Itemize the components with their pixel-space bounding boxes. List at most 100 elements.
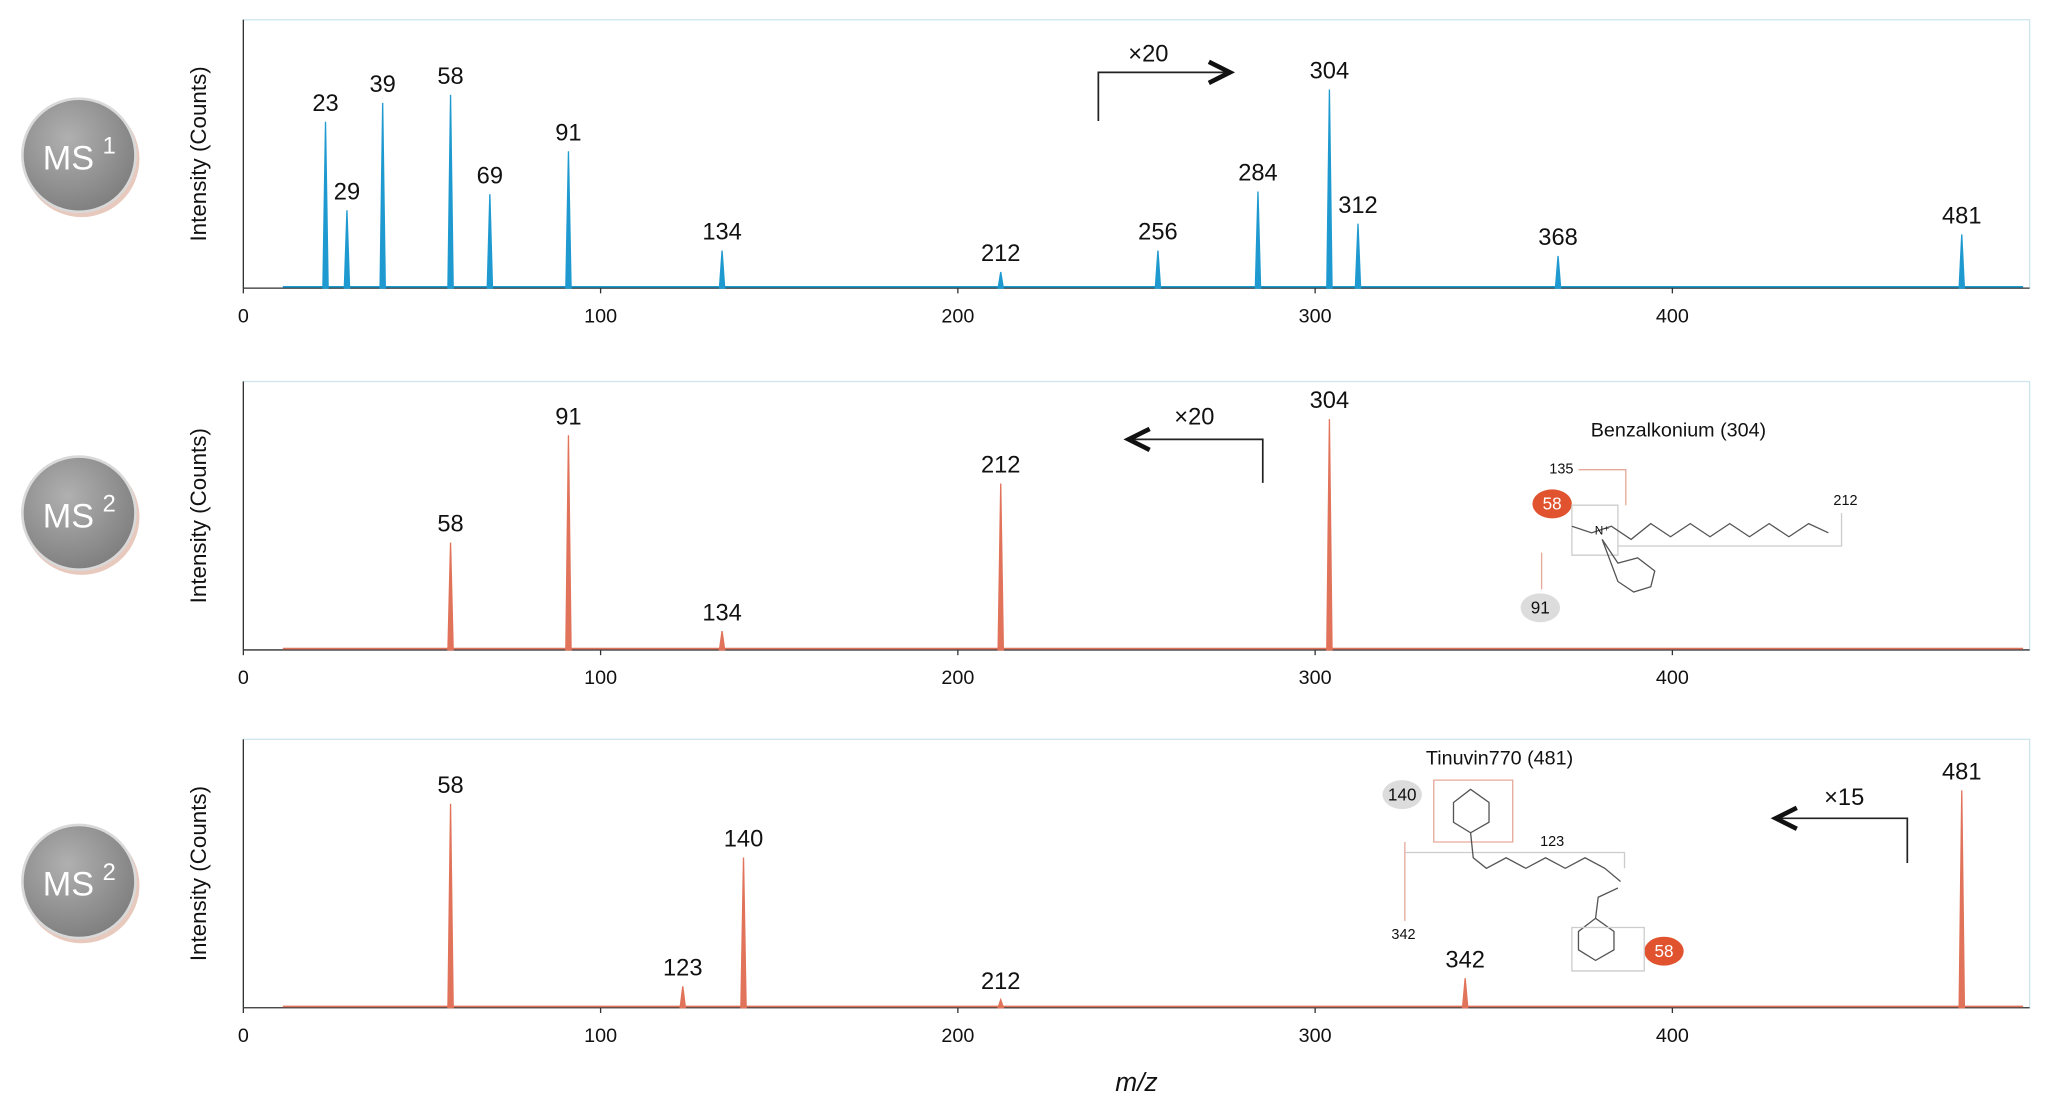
y-axis-label: Intensity (Counts) (186, 786, 211, 961)
multiplier-label: ×20 (1174, 405, 1214, 431)
peak-label: 368 (1538, 225, 1577, 251)
fragment-label: 123 (1540, 834, 1564, 850)
peak-label: 304 (1310, 388, 1349, 414)
fragment-badge (1532, 489, 1572, 519)
peak-label: 91 (555, 120, 581, 146)
badge-sup: 2 (103, 860, 116, 886)
fragment-badge (1644, 936, 1684, 966)
peak (1958, 234, 1966, 289)
peak (718, 631, 726, 651)
x-tick-label: 100 (584, 305, 617, 327)
peak-label: 256 (1138, 220, 1177, 246)
fragment-label: 342 (1391, 927, 1415, 943)
y-axis-label: Intensity (Counts) (186, 66, 211, 241)
badge-text: MS (43, 866, 94, 904)
peak-label: 284 (1238, 161, 1277, 187)
fragment-badge (1382, 780, 1422, 810)
peak-label: 212 (981, 241, 1020, 267)
x-tick-label: 100 (584, 667, 617, 689)
x-tick-label: 400 (1656, 1025, 1689, 1047)
peak (997, 997, 1005, 1009)
badge-text: MS (43, 140, 94, 178)
fragment-label: 58 (1654, 942, 1673, 961)
peak-label: 304 (1310, 59, 1349, 85)
peak (1326, 89, 1333, 289)
structure-line (1601, 539, 1656, 593)
peak (486, 194, 494, 289)
peak (343, 210, 351, 289)
badge-sup: 2 (103, 491, 116, 517)
peak-label: 58 (437, 64, 463, 90)
peak-label: 140 (724, 827, 763, 853)
peak-label: 123 (663, 955, 702, 981)
peak (322, 121, 329, 289)
x-tick-label: 200 (941, 667, 974, 689)
peak-label: 29 (334, 179, 360, 205)
structure-line (1571, 504, 1619, 556)
peak (718, 250, 726, 289)
peak (379, 102, 386, 289)
peak-label: 212 (981, 969, 1020, 995)
peak (1958, 790, 1966, 1009)
fragment-label: 135 (1549, 461, 1573, 477)
peak-label: 342 (1445, 947, 1484, 973)
peak-label: 58 (437, 773, 463, 799)
peak-label: 58 (437, 512, 463, 538)
peak-label: 481 (1942, 760, 1981, 786)
fragment-label: 91 (1531, 599, 1550, 618)
structure-line (1577, 917, 1615, 962)
structure-line (1594, 887, 1619, 919)
fragment-label: 58 (1543, 495, 1562, 514)
badge (21, 455, 137, 571)
multiplier-arrow (1775, 817, 1909, 864)
peak-label: 481 (1942, 204, 1981, 230)
structure-line (1404, 851, 1626, 869)
multiplier-label: ×20 (1128, 42, 1168, 68)
peak (447, 94, 454, 289)
fragment-badge (1520, 593, 1561, 623)
plot-frame (242, 738, 2031, 1009)
multiplier-arrow (1128, 438, 1264, 483)
fragment-label: 212 (1833, 493, 1857, 509)
peak-label: 134 (702, 600, 741, 626)
multiplier-arrow (1097, 71, 1230, 122)
x-tick-label: 0 (238, 1025, 249, 1047)
x-tick-label: 400 (1656, 667, 1689, 689)
x-tick-label: 300 (1299, 1025, 1332, 1047)
x-tick-label: 200 (941, 1025, 974, 1047)
arrow-head (1770, 805, 1798, 831)
peak (1326, 419, 1333, 651)
x-tick-label: 100 (584, 1025, 617, 1047)
x-tick-label: 0 (238, 667, 249, 689)
multiplier-label: ×15 (1824, 785, 1864, 811)
structure-name: Benzalkonium (304) (1591, 420, 1766, 442)
peak (1254, 191, 1262, 289)
x-tick-label: 200 (941, 305, 974, 327)
badge-sup: 1 (103, 134, 116, 160)
structure-line (1433, 779, 1514, 843)
structure-line (1469, 832, 1621, 882)
x-tick-label: 300 (1299, 667, 1332, 689)
peak (565, 435, 572, 651)
y-axis-label: Intensity (Counts) (186, 428, 211, 603)
x-tick-label: 0 (238, 305, 249, 327)
peak (1461, 978, 1469, 1009)
peak (447, 803, 454, 1009)
peak (1354, 223, 1362, 289)
peak (679, 986, 687, 1009)
structure-line (1578, 469, 1627, 506)
arrow-head (1207, 59, 1236, 85)
peak (997, 271, 1005, 289)
x-axis-label: m/z (1115, 1067, 1157, 1097)
peak (1554, 255, 1562, 289)
badge (21, 823, 137, 940)
atom-label: N⁺ (1595, 524, 1610, 538)
peak-label: 312 (1338, 193, 1377, 219)
badge-text: MS (43, 497, 94, 535)
peak-label: 91 (555, 404, 581, 430)
structure-name: Tinuvin770 (481) (1426, 747, 1573, 769)
structure-line (1452, 788, 1490, 834)
peak (565, 151, 572, 289)
x-tick-label: 400 (1656, 305, 1689, 327)
badge (21, 97, 137, 214)
